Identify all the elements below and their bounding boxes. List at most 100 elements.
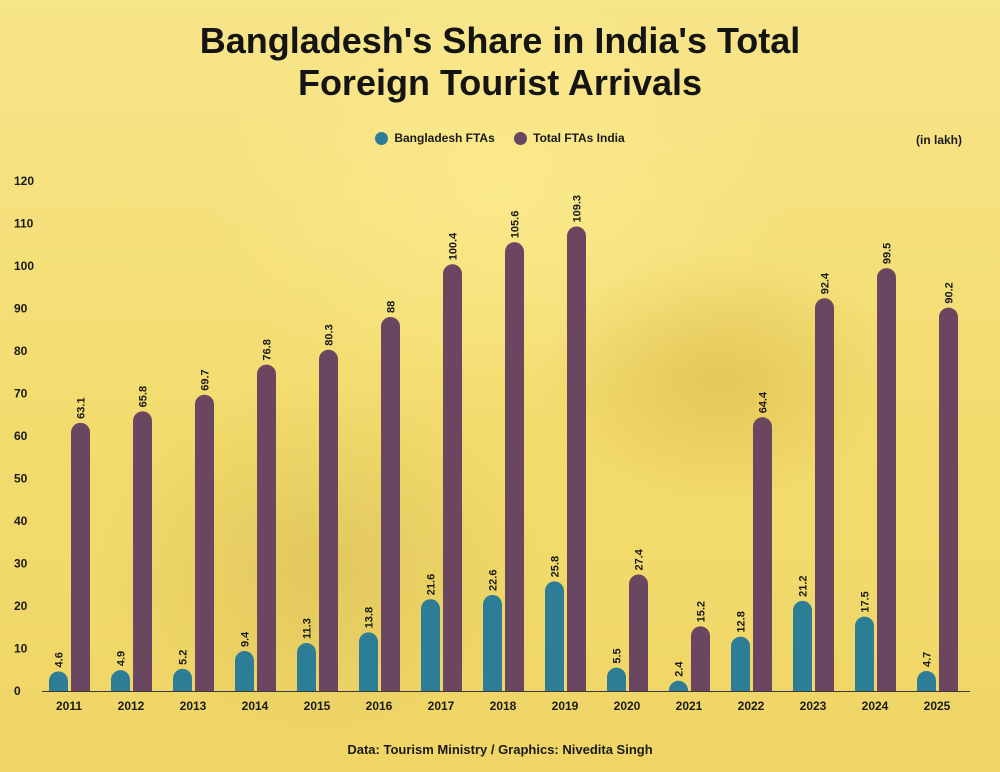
legend: Bangladesh FTAs Total FTAs India (0, 131, 1000, 148)
x-tick-label: 2023 (800, 699, 827, 713)
value-label-total: 88 (386, 301, 398, 313)
bar-bangladesh (607, 667, 626, 691)
chart-title: Bangladesh's Share in India's Total Fore… (0, 20, 1000, 104)
bar-bangladesh (483, 594, 502, 691)
value-label-total: 15.2 (696, 601, 708, 622)
y-tick-label: 60 (14, 429, 28, 443)
bar-total (691, 626, 710, 691)
x-tick-label: 2015 (304, 699, 331, 713)
value-label-bangladesh: 12.8 (736, 611, 748, 632)
value-label-bangladesh: 5.2 (178, 650, 190, 665)
x-tick-label: 2013 (180, 699, 207, 713)
value-label-bangladesh: 4.9 (116, 651, 128, 666)
value-label-bangladesh: 5.5 (612, 648, 624, 663)
value-label-bangladesh: 22.6 (488, 570, 500, 591)
chart-title-line-2: Foreign Tourist Arrivals (297, 62, 703, 103)
bar-bangladesh (359, 632, 378, 691)
y-tick-label: 50 (14, 472, 28, 486)
bar-total (939, 307, 958, 691)
value-label-bangladesh: 13.8 (364, 607, 376, 628)
y-tick-label: 100 (14, 259, 34, 273)
source-credit: Data: Tourism Ministry / Graphics: Nived… (347, 742, 653, 757)
x-tick-label: 2017 (428, 699, 455, 713)
legend-label-bangladesh: Bangladesh FTAs (394, 131, 495, 145)
bar-total (753, 417, 772, 691)
value-label-total: 80.3 (324, 324, 336, 345)
legend-item-bangladesh: Bangladesh FTAs (375, 131, 495, 145)
value-label-total: 109.3 (572, 195, 584, 223)
x-tick-label: 2014 (242, 699, 269, 713)
value-label-bangladesh: 17.5 (860, 591, 872, 612)
legend-label-total: Total FTAs India (533, 131, 625, 145)
value-label-bangladesh: 2.4 (674, 661, 686, 677)
value-label-bangladesh: 4.7 (922, 652, 934, 667)
value-label-bangladesh: 21.2 (798, 575, 810, 596)
bar-total (567, 226, 586, 691)
value-label-total: 105.6 (510, 211, 522, 239)
bar-bangladesh (917, 671, 936, 691)
bar-total (257, 364, 276, 691)
bar-bangladesh (731, 636, 750, 691)
bar-bangladesh (545, 581, 564, 691)
bar-total (71, 422, 90, 691)
bar-bangladesh (49, 671, 68, 691)
bar-bangladesh (173, 668, 192, 691)
x-tick-label: 2011 (56, 699, 82, 713)
y-tick-label: 10 (14, 642, 28, 656)
value-label-total: 64.4 (758, 391, 770, 413)
bar-total (815, 298, 834, 691)
value-label-total: 99.5 (882, 243, 894, 264)
value-label-total: 63.1 (76, 397, 88, 418)
x-tick-label: 2020 (614, 699, 641, 713)
y-tick-label: 70 (14, 387, 28, 401)
bar-bangladesh (793, 600, 812, 691)
bar-total (319, 349, 338, 691)
x-tick-label: 2022 (738, 699, 765, 713)
legend-dot-total-icon (514, 131, 528, 145)
bar-bangladesh (421, 599, 440, 691)
y-tick-label: 80 (14, 344, 28, 358)
bar-total (877, 268, 896, 691)
value-label-total: 69.7 (200, 369, 212, 390)
value-label-total: 65.8 (138, 386, 150, 407)
chart-title-line-1: Bangladesh's Share in India's Total (199, 20, 801, 61)
bar-bangladesh (235, 651, 254, 691)
y-tick-label: 110 (14, 217, 34, 231)
bar-bangladesh (855, 616, 874, 691)
y-tick-label: 30 (14, 557, 28, 571)
legend-item-total: Total FTAs India (514, 131, 625, 145)
value-label-bangladesh: 11.3 (302, 618, 314, 639)
y-tick-label: 40 (14, 514, 28, 528)
bar-total (443, 264, 462, 691)
x-tick-label: 2012 (118, 699, 145, 713)
bar-bangladesh (669, 680, 688, 691)
value-label-bangladesh: 25.8 (550, 556, 562, 577)
x-tick-label: 2018 (490, 699, 517, 713)
value-label-total: 100.4 (448, 232, 460, 260)
value-label-bangladesh: 4.6 (54, 652, 66, 667)
bar-total (133, 411, 152, 691)
bar-total (629, 574, 648, 691)
y-tick-label: 90 (14, 302, 28, 316)
value-label-total: 90.2 (944, 282, 956, 303)
x-tick-label: 2025 (924, 699, 951, 713)
legend-dot-bangladesh-icon (375, 131, 389, 145)
bar-total (195, 394, 214, 691)
bar-total (381, 317, 400, 691)
y-tick-label: 20 (14, 599, 28, 613)
x-tick-label: 2019 (552, 699, 579, 713)
bar-total (505, 242, 524, 691)
value-label-total: 76.8 (262, 339, 274, 360)
value-label-bangladesh: 9.4 (240, 631, 252, 647)
bar-bangladesh (111, 670, 130, 691)
unit-note: (in lakh) (915, 133, 962, 147)
value-label-total: 92.4 (820, 272, 832, 294)
x-tick-label: 2016 (366, 699, 393, 713)
y-tick-label: 120 (14, 174, 34, 188)
y-tick-label: 0 (14, 684, 21, 698)
x-tick-label: 2024 (862, 699, 889, 713)
bar-bangladesh (297, 642, 316, 691)
value-label-total: 27.4 (634, 548, 646, 570)
x-tick-label: 2021 (676, 699, 703, 713)
